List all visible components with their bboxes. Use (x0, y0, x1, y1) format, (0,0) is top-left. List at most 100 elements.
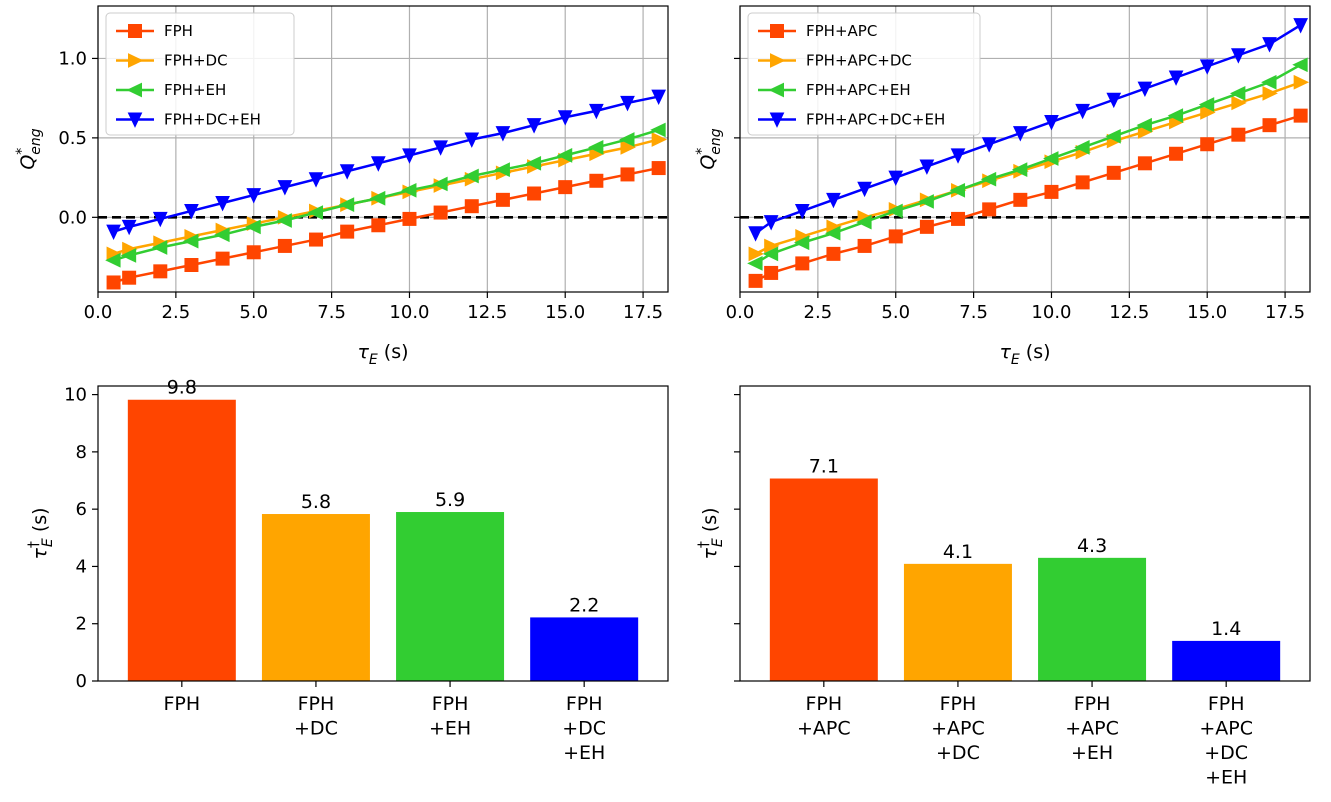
data-point-marker (1229, 86, 1246, 101)
x-tick-label: +DC (936, 742, 980, 764)
legend-label: FPH (164, 22, 193, 40)
data-point-marker (1137, 124, 1154, 139)
data-point-marker (246, 245, 261, 260)
data-point-marker (951, 211, 966, 226)
data-point-marker (309, 232, 324, 247)
y-tick-label: 10 (64, 385, 87, 406)
data-point-marker (1168, 70, 1184, 86)
bar (1172, 640, 1281, 681)
bar-value-label: 9.8 (167, 377, 197, 399)
x-tick-label: 7.5 (317, 302, 346, 323)
data-point-marker (1044, 114, 1059, 131)
data-point-marker (857, 238, 872, 253)
data-point-marker (402, 148, 417, 164)
data-point-marker (370, 156, 386, 172)
legend-label: FPH+APC (806, 22, 877, 40)
data-point-marker (1262, 118, 1277, 133)
data-point-marker (826, 192, 841, 209)
y-tick-label: 2 (76, 614, 87, 635)
data-point-marker (1044, 184, 1059, 199)
data-point-marker (557, 110, 573, 126)
data-point-marker (762, 246, 779, 262)
axes-frame (97, 385, 669, 682)
bar-value-label: 5.8 (301, 491, 331, 513)
data-point-marker (277, 180, 293, 196)
data-point-marker (826, 246, 841, 261)
bar (769, 478, 878, 681)
x-tick-label: 17.5 (1265, 302, 1305, 323)
legend-marker (126, 82, 142, 98)
data-point-marker (432, 176, 448, 192)
x-tick-label: +APC (931, 718, 985, 740)
data-point-marker (1292, 57, 1308, 73)
data-point-marker (1169, 114, 1185, 130)
bar (903, 563, 1012, 681)
y-axis-label-text: τ†E (s) (696, 507, 726, 559)
data-point-marker (1136, 117, 1152, 133)
data-point-marker (338, 197, 355, 212)
bar-value-label: 7.1 (809, 456, 839, 478)
bar (1038, 557, 1147, 681)
legend: FPH+APC FPH+APC+DC FPH+APC+EH FPH+APC+DC+EH (747, 12, 981, 136)
data-point-marker (1106, 92, 1122, 109)
x-tick-label: 15.0 (1187, 302, 1227, 323)
data-point-marker (1105, 128, 1121, 144)
data-point-marker (620, 95, 635, 112)
data-point-marker (369, 190, 386, 206)
bar (530, 617, 639, 681)
data-point-marker (1137, 81, 1153, 98)
x-tick-label: 12.5 (1109, 302, 1149, 323)
data-point-marker (651, 132, 668, 147)
x-tick-label: FPH (566, 693, 603, 715)
data-point-marker (587, 140, 604, 155)
x-tick-label: 2.5 (162, 302, 191, 323)
data-point-marker (747, 256, 763, 271)
data-point-marker (982, 202, 997, 217)
data-point-marker (246, 188, 262, 204)
legend-label: FPH+APC+DC (806, 52, 912, 70)
x-tick-label: +EH (563, 742, 605, 764)
data-point-marker (464, 132, 480, 148)
data-point-marker (825, 225, 841, 241)
data-point-marker (620, 167, 635, 182)
legend-marker (769, 112, 785, 128)
y-tick-label: 6 (76, 499, 87, 520)
x-tick-label: FPH (432, 693, 469, 715)
data-point-marker (651, 161, 666, 176)
data-point-marker (106, 224, 121, 241)
data-point-marker (215, 196, 230, 212)
axes-frame (739, 5, 1311, 293)
data-point-marker (1169, 146, 1184, 161)
data-point-marker (919, 159, 935, 175)
legend-marker (770, 24, 784, 38)
y-tick-label: 4 (76, 556, 87, 577)
data-point-marker (122, 270, 137, 285)
legend-label: FPH+DC (164, 52, 228, 70)
data-point-marker (556, 148, 573, 163)
data-point-marker (495, 126, 511, 142)
data-point-marker (1231, 127, 1246, 142)
bar-value-label: 5.9 (435, 489, 465, 511)
bar (127, 399, 236, 681)
data-point-marker (245, 219, 261, 235)
data-point-marker (276, 213, 292, 228)
data-point-marker (401, 182, 417, 198)
data-point-marker (1200, 105, 1216, 120)
data-point-marker (1293, 108, 1308, 123)
y-axis-label-text: Q*eng (694, 128, 724, 169)
bar (261, 514, 370, 681)
data-point-marker (106, 275, 121, 290)
data-point-marker (1200, 137, 1215, 152)
x-tick-label: +DC (562, 718, 606, 740)
y-tick-label: 1.0 (58, 48, 87, 69)
legend-label: FPH+APC+DC+EH (806, 111, 945, 129)
data-point-marker (371, 218, 386, 233)
data-point-marker (121, 219, 137, 236)
data-point-marker (184, 203, 199, 220)
y-tick-label: 8 (76, 442, 87, 463)
y-axis-label: Q*eng (694, 128, 724, 169)
legend-box (747, 12, 981, 136)
data-point-marker (1198, 97, 1215, 112)
x-tick-label: 15.0 (545, 302, 585, 323)
data-point-marker (1106, 165, 1121, 180)
